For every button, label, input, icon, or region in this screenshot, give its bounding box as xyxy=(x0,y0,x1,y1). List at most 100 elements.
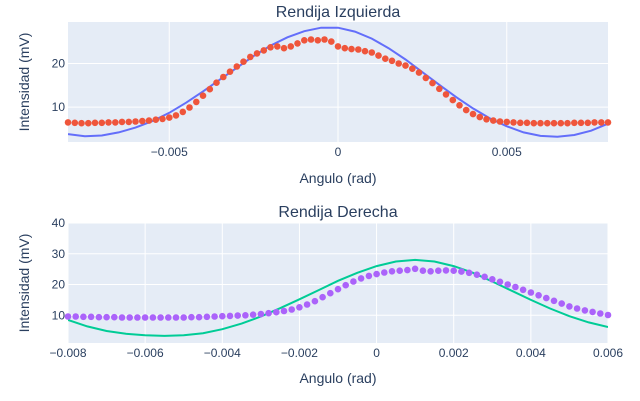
data-point-top xyxy=(544,119,551,127)
x-ticks-bottom: −0.008 −0.006 −0.004 −0.002 0 0.002 0.004 0.006 xyxy=(49,346,623,360)
data-point-top xyxy=(64,119,72,126)
data-point-top xyxy=(105,119,112,126)
data-point-bottom xyxy=(180,314,187,321)
data-point-bottom xyxy=(249,311,257,319)
data-point-bottom xyxy=(381,269,388,276)
data-point-top xyxy=(517,119,524,127)
data-point-top xyxy=(537,119,544,127)
y-tick-label: 10 xyxy=(52,100,66,114)
data-point-bottom xyxy=(504,281,512,288)
x-tick-label: −0.006 xyxy=(127,346,164,360)
data-point-top xyxy=(341,44,349,52)
data-point-top xyxy=(314,37,322,44)
data-point-bottom xyxy=(465,269,473,277)
data-point-bottom xyxy=(172,314,180,321)
data-point-bottom xyxy=(280,307,288,315)
data-point-top xyxy=(584,119,592,127)
data-point-top xyxy=(274,43,281,50)
data-point-bottom xyxy=(72,313,79,320)
data-point-bottom xyxy=(512,283,519,291)
data-point-bottom xyxy=(442,267,450,274)
data-point-bottom xyxy=(589,308,596,316)
data-point-bottom xyxy=(365,272,373,280)
data-point-bottom xyxy=(273,308,280,316)
data-point-bottom xyxy=(265,309,272,317)
data-point-bottom xyxy=(496,278,504,286)
data-point-top xyxy=(409,65,416,72)
data-point-bottom xyxy=(604,311,612,319)
data-point-bottom xyxy=(481,273,488,281)
data-point-top xyxy=(118,118,126,126)
data-point-bottom xyxy=(573,305,581,312)
data-point-top xyxy=(186,104,193,111)
data-point-top xyxy=(476,113,484,121)
data-point-bottom xyxy=(257,310,265,318)
x-tick-label: 0.004 xyxy=(516,346,546,360)
series-line-bottom xyxy=(68,258,608,337)
data-point-bottom xyxy=(103,313,110,321)
series-group-top xyxy=(64,26,612,138)
subplot-bottom: −0.008 −0.006 −0.004 −0.002 0 0.002 0.004 0.006… xyxy=(16,204,623,386)
data-point-top xyxy=(334,43,342,50)
data-point-top xyxy=(436,85,443,93)
y-tick-label: 40 xyxy=(52,216,66,230)
data-point-top xyxy=(469,110,477,118)
data-point-top xyxy=(388,57,396,65)
data-point-bottom xyxy=(311,297,319,305)
y-tick-label: 30 xyxy=(52,247,66,261)
x-tick-label: 0.005 xyxy=(492,145,522,159)
data-point-top xyxy=(199,92,207,99)
data-point-bottom xyxy=(519,286,527,294)
data-point-top xyxy=(503,118,511,126)
data-point-top xyxy=(496,118,504,125)
data-point-bottom xyxy=(149,314,157,321)
data-point-bottom xyxy=(126,314,133,321)
data-point-bottom xyxy=(597,310,604,317)
data-point-top xyxy=(98,119,106,127)
data-point-bottom xyxy=(396,267,404,275)
y-axis-label-top: Intensidad (mV) xyxy=(16,33,32,132)
y-axis-label-bottom: Intensidad (mV) xyxy=(16,234,32,333)
data-point-top xyxy=(456,102,463,109)
data-point-top xyxy=(490,117,497,124)
data-point-bottom xyxy=(373,270,380,278)
data-point-top xyxy=(159,115,166,123)
data-point-top xyxy=(280,44,288,52)
plot-area-bottom xyxy=(68,223,608,343)
data-point-bottom xyxy=(566,303,573,310)
subplot-top: −0.005 0 0.005 10 20 Rendija Izquierda Angu… xyxy=(16,4,612,186)
data-point-top xyxy=(483,116,490,123)
data-point-top xyxy=(530,119,538,127)
data-point-top xyxy=(287,43,295,50)
data-point-bottom xyxy=(234,312,241,319)
data-point-top xyxy=(564,119,571,127)
data-point-top xyxy=(422,74,430,82)
data-point-bottom xyxy=(134,314,141,321)
data-point-top xyxy=(382,55,389,62)
x-ticks-top: −0.005 0 0.005 xyxy=(151,145,522,159)
data-point-top xyxy=(220,73,227,81)
x-tick-label: 0 xyxy=(335,145,342,159)
data-point-top xyxy=(179,108,187,116)
data-point-top xyxy=(294,40,301,47)
data-point-top xyxy=(112,119,119,126)
data-point-top xyxy=(375,52,382,59)
chart-title-top: Rendija Izquierda xyxy=(276,4,401,21)
x-tick-label: −0.002 xyxy=(281,346,318,360)
data-point-bottom xyxy=(111,313,118,321)
data-point-bottom xyxy=(288,306,296,313)
x-tick-label: 0.006 xyxy=(593,346,623,360)
x-tick-label: −0.004 xyxy=(204,346,241,360)
data-point-top xyxy=(267,44,274,51)
data-point-bottom xyxy=(64,313,72,320)
data-point-top xyxy=(348,45,355,53)
data-point-top xyxy=(395,60,403,67)
x-tick-label: −0.005 xyxy=(151,145,188,159)
data-point-top xyxy=(510,119,517,126)
data-point-top xyxy=(462,106,470,114)
data-point-top xyxy=(91,119,99,127)
data-point-bottom xyxy=(350,278,357,285)
data-point-bottom xyxy=(242,312,249,319)
data-point-top xyxy=(355,46,362,53)
gridlines-bottom xyxy=(67,222,609,343)
